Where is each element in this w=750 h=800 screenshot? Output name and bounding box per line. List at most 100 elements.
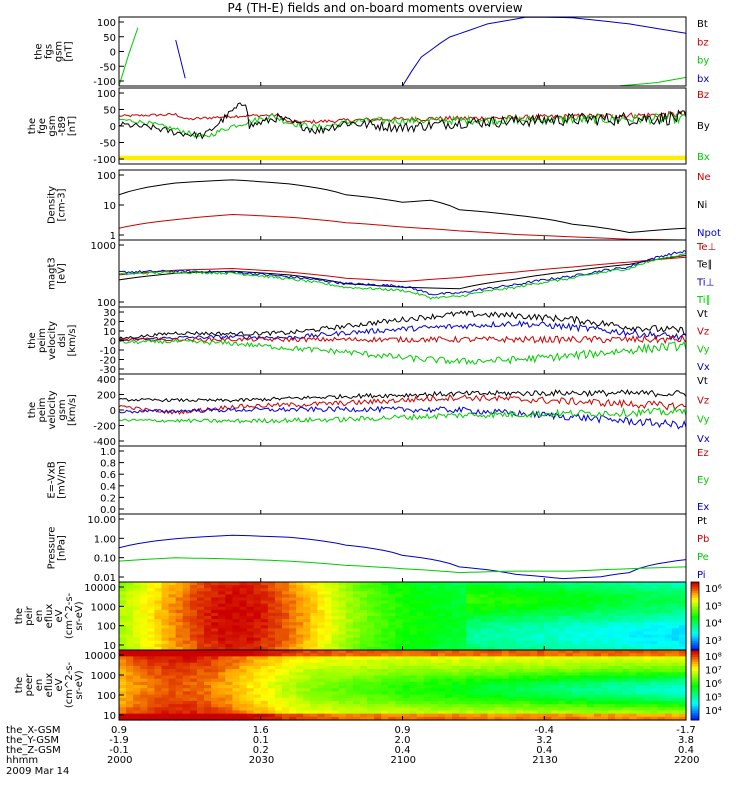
spectrogram-cell — [232, 691, 241, 696]
spectrogram-cell — [629, 650, 637, 654]
spectrogram-cell — [246, 640, 255, 645]
spectrogram-cell — [501, 710, 510, 715]
spectrogram-cell — [494, 675, 503, 680]
spectrogram-cell — [204, 713, 212, 718]
spectrogram-cell — [324, 609, 333, 614]
spectrogram-cell — [657, 640, 666, 645]
spectrogram-cell — [678, 585, 687, 589]
spectrogram-cell — [565, 619, 574, 623]
spectrogram-cell — [161, 582, 170, 586]
spectrogram-cell — [657, 675, 666, 680]
spectrogram-cell — [402, 672, 411, 677]
spectrogram-cell — [395, 597, 404, 602]
spectrogram-cell — [289, 678, 297, 683]
spectrogram-cell — [537, 612, 545, 617]
spectrogram-cell — [480, 616, 489, 620]
spectrogram-cell — [671, 609, 680, 614]
legend-item: by — [697, 56, 709, 67]
spectrogram-cell — [671, 672, 680, 677]
spectrogram-cell — [119, 628, 127, 633]
spectrogram-cell — [551, 594, 560, 599]
spectrogram-cell — [218, 688, 226, 692]
spectrogram-cell — [352, 616, 361, 620]
spectrogram-cell — [133, 704, 141, 708]
spectrogram-cell — [182, 672, 191, 677]
spectrogram-cell — [473, 631, 482, 636]
spectrogram-cell — [508, 594, 517, 599]
spectrogram-cell — [501, 700, 510, 705]
spectrogram-cell — [487, 713, 496, 718]
spectrogram-cell — [515, 631, 524, 636]
spectrogram-cell — [544, 616, 552, 620]
spectrogram-cell — [225, 643, 233, 648]
spectrogram-cell — [119, 669, 127, 673]
spectrogram-cell — [579, 597, 588, 602]
spectrogram-cell — [452, 650, 460, 654]
spectrogram-cell — [267, 656, 276, 661]
spectrogram-cell — [551, 665, 560, 670]
spectrogram-cell — [423, 678, 432, 683]
spectrogram-cell — [126, 688, 134, 692]
y-tick-label: 100 — [97, 171, 116, 182]
spectrogram-cell — [317, 606, 326, 611]
spectrogram-cell — [501, 707, 510, 712]
spectrogram-cell — [126, 656, 134, 661]
spectrogram-cell — [211, 628, 219, 633]
spectrogram-cell — [289, 634, 297, 639]
spectrogram-cell — [608, 697, 616, 702]
spectrogram-cell — [402, 582, 411, 586]
spectrogram-cell — [374, 681, 382, 686]
spectrogram-cell — [253, 622, 262, 626]
spectrogram-cell — [147, 650, 156, 654]
spectrogram-cell — [282, 606, 290, 611]
spectrogram-cell — [324, 710, 333, 715]
spectrogram-cell — [253, 612, 262, 617]
spectrogram-cell — [324, 653, 333, 657]
spectrogram-cell — [657, 681, 666, 686]
legend-item: Ey — [697, 475, 709, 486]
spectrogram-cell — [126, 622, 134, 626]
spectrogram-cell — [119, 685, 127, 689]
spectrogram-cell — [246, 609, 255, 614]
spectrogram-cell — [522, 662, 531, 667]
spectrogram-cell — [466, 643, 474, 648]
spectrogram-cell — [267, 697, 276, 702]
series-line-blue — [402, 17, 686, 86]
spectrogram-cell — [586, 662, 595, 667]
spectrogram-cell — [161, 588, 170, 592]
y-axis-label: eflux — [44, 673, 55, 698]
spectrogram-cell — [296, 700, 304, 705]
spectrogram-cell — [522, 603, 531, 608]
spectrogram-cell — [338, 582, 347, 586]
spectrogram-cell — [664, 619, 673, 623]
spectrogram-cell — [551, 653, 560, 657]
legend-item: Bx — [697, 152, 710, 163]
spectrogram-cell — [388, 653, 397, 657]
spectrogram-cell — [367, 619, 375, 623]
spectrogram-cell — [508, 659, 517, 664]
spectrogram-cell — [643, 616, 652, 620]
spectrogram-cell — [282, 672, 290, 677]
spectrogram-cell — [551, 704, 560, 708]
spectrogram-cell — [204, 594, 212, 599]
spectrogram-cell — [317, 678, 326, 683]
spectrogram-cell — [367, 688, 375, 692]
spectrogram-cell — [317, 628, 326, 633]
spectrogram-cell — [324, 704, 333, 708]
spectrogram-cell — [168, 650, 177, 654]
spectrogram-cell — [225, 653, 233, 657]
spectrogram-cell — [480, 713, 489, 718]
spectrogram-cell — [147, 640, 156, 645]
spectrogram-cell — [338, 634, 347, 639]
spectrogram-cell — [487, 631, 496, 636]
spectrogram-cell — [303, 685, 311, 689]
spectrogram-cell — [622, 628, 630, 633]
spectrogram-cell — [572, 591, 581, 595]
spectrogram-cell — [671, 585, 680, 589]
spectrogram-cell — [154, 688, 163, 692]
spectrogram-cell — [324, 694, 333, 699]
spectrogram-cell — [232, 600, 241, 605]
spectrogram-cell — [678, 634, 687, 639]
spectrogram-cell — [544, 662, 552, 667]
